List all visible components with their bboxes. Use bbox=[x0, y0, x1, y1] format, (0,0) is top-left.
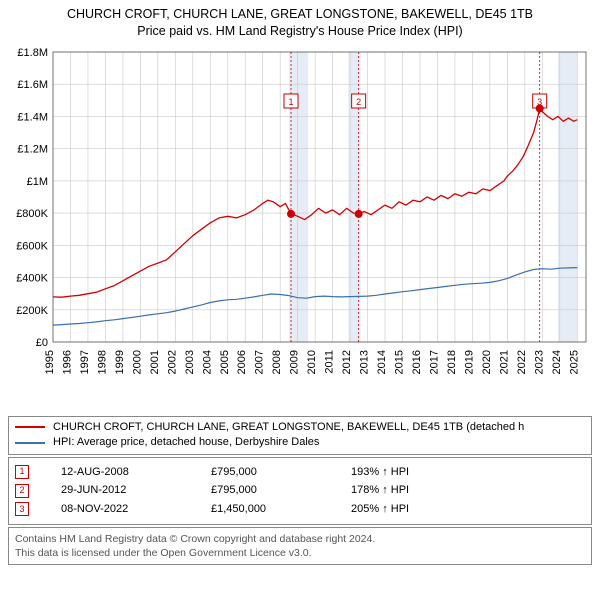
svg-text:£800K: £800K bbox=[16, 208, 48, 220]
svg-text:2002: 2002 bbox=[166, 350, 178, 374]
svg-text:2010: 2010 bbox=[306, 350, 318, 374]
svg-text:2015: 2015 bbox=[394, 350, 406, 374]
sale-hpi: 193% ↑ HPI bbox=[351, 463, 409, 482]
svg-text:2005: 2005 bbox=[219, 350, 231, 374]
svg-text:2018: 2018 bbox=[446, 350, 458, 374]
svg-text:£0: £0 bbox=[36, 337, 48, 349]
svg-text:£1.4M: £1.4M bbox=[17, 111, 48, 123]
svg-text:2021: 2021 bbox=[498, 350, 510, 374]
svg-text:£1M: £1M bbox=[27, 176, 48, 188]
svg-text:1998: 1998 bbox=[96, 350, 108, 374]
sale-hpi: 178% ↑ HPI bbox=[351, 481, 409, 500]
title-line-1: CHURCH CROFT, CHURCH LANE, GREAT LONGSTO… bbox=[67, 7, 533, 21]
chart-plot-area: £0 £200K £400K £600K £800K £1M £1.2M £1.4M £1.6M… bbox=[8, 44, 592, 414]
line-chart-svg: £0 £200K £400K £600K £800K £1M £1.2M £1.4M £1.6M… bbox=[8, 44, 592, 414]
sale-marker-icon: 2 bbox=[15, 484, 29, 498]
legend-item: CHURCH CROFT, CHURCH LANE, GREAT LONGSTO… bbox=[15, 420, 585, 435]
sale-marker-icon: 1 bbox=[15, 465, 29, 479]
svg-text:2008: 2008 bbox=[271, 350, 283, 374]
svg-text:2025: 2025 bbox=[568, 350, 580, 374]
svg-text:2017: 2017 bbox=[428, 350, 440, 374]
svg-text:£400K: £400K bbox=[16, 272, 48, 284]
svg-text:2003: 2003 bbox=[184, 350, 196, 374]
svg-text:£1.6M: £1.6M bbox=[17, 79, 48, 91]
svg-text:2009: 2009 bbox=[289, 350, 301, 374]
chart-container: CHURCH CROFT, CHURCH LANE, GREAT LONGSTO… bbox=[0, 0, 600, 573]
svg-text:£1.2M: £1.2M bbox=[17, 143, 48, 155]
legend-swatch bbox=[15, 426, 45, 428]
svg-text:2007: 2007 bbox=[254, 350, 266, 374]
svg-text:2006: 2006 bbox=[236, 350, 248, 374]
sale-date: 12-AUG-2008 bbox=[61, 463, 211, 482]
svg-text:2019: 2019 bbox=[463, 350, 475, 374]
svg-text:2016: 2016 bbox=[411, 350, 423, 374]
footer-line-1: Contains HM Land Registry data © Crown c… bbox=[15, 533, 375, 545]
legend-item: HPI: Average price, detached house, Derb… bbox=[15, 435, 585, 450]
svg-text:2004: 2004 bbox=[201, 350, 213, 374]
footer-line-2: This data is licensed under the Open Gov… bbox=[15, 547, 312, 559]
chart-title: CHURCH CROFT, CHURCH LANE, GREAT LONGSTO… bbox=[8, 6, 592, 40]
svg-text:£600K: £600K bbox=[16, 240, 48, 252]
title-line-2: Price paid vs. HM Land Registry's House … bbox=[137, 24, 462, 38]
svg-text:2000: 2000 bbox=[131, 350, 143, 374]
sale-price: £795,000 bbox=[211, 463, 351, 482]
svg-text:2023: 2023 bbox=[533, 350, 545, 374]
sale-row: 1 12-AUG-2008 £795,000 193% ↑ HPI bbox=[15, 463, 585, 482]
sale-row: 3 08-NOV-2022 £1,450,000 205% ↑ HPI bbox=[15, 500, 585, 519]
svg-text:2001: 2001 bbox=[149, 350, 161, 374]
svg-text:2022: 2022 bbox=[516, 350, 528, 374]
svg-text:2013: 2013 bbox=[359, 350, 371, 374]
svg-text:1995: 1995 bbox=[44, 350, 56, 374]
footer-box: Contains HM Land Registry data © Crown c… bbox=[8, 527, 592, 565]
svg-text:1996: 1996 bbox=[61, 350, 73, 374]
sale-price: £795,000 bbox=[211, 481, 351, 500]
legend-box: CHURCH CROFT, CHURCH LANE, GREAT LONGSTO… bbox=[8, 416, 592, 455]
svg-text:2020: 2020 bbox=[481, 350, 493, 374]
sale-row: 2 29-JUN-2012 £795,000 178% ↑ HPI bbox=[15, 481, 585, 500]
sale-price: £1,450,000 bbox=[211, 500, 351, 519]
svg-text:1999: 1999 bbox=[114, 350, 126, 374]
sale-date: 08-NOV-2022 bbox=[61, 500, 211, 519]
svg-text:2011: 2011 bbox=[324, 350, 336, 374]
svg-text:£1.8M: £1.8M bbox=[17, 47, 48, 59]
sale-date: 29-JUN-2012 bbox=[61, 481, 211, 500]
svg-text:1997: 1997 bbox=[79, 350, 91, 374]
svg-text:2012: 2012 bbox=[341, 350, 353, 374]
legend-swatch bbox=[15, 442, 45, 444]
legend-label: CHURCH CROFT, CHURCH LANE, GREAT LONGSTO… bbox=[53, 420, 524, 435]
svg-text:1: 1 bbox=[289, 97, 294, 107]
sale-marker-icon: 3 bbox=[15, 502, 29, 516]
svg-text:2: 2 bbox=[356, 97, 361, 107]
svg-text:£200K: £200K bbox=[16, 305, 48, 317]
sale-hpi: 205% ↑ HPI bbox=[351, 500, 409, 519]
svg-text:2024: 2024 bbox=[551, 350, 563, 374]
svg-text:2014: 2014 bbox=[376, 350, 388, 374]
sales-box: 1 12-AUG-2008 £795,000 193% ↑ HPI 2 29-J… bbox=[8, 457, 592, 525]
legend-label: HPI: Average price, detached house, Derb… bbox=[53, 435, 319, 450]
